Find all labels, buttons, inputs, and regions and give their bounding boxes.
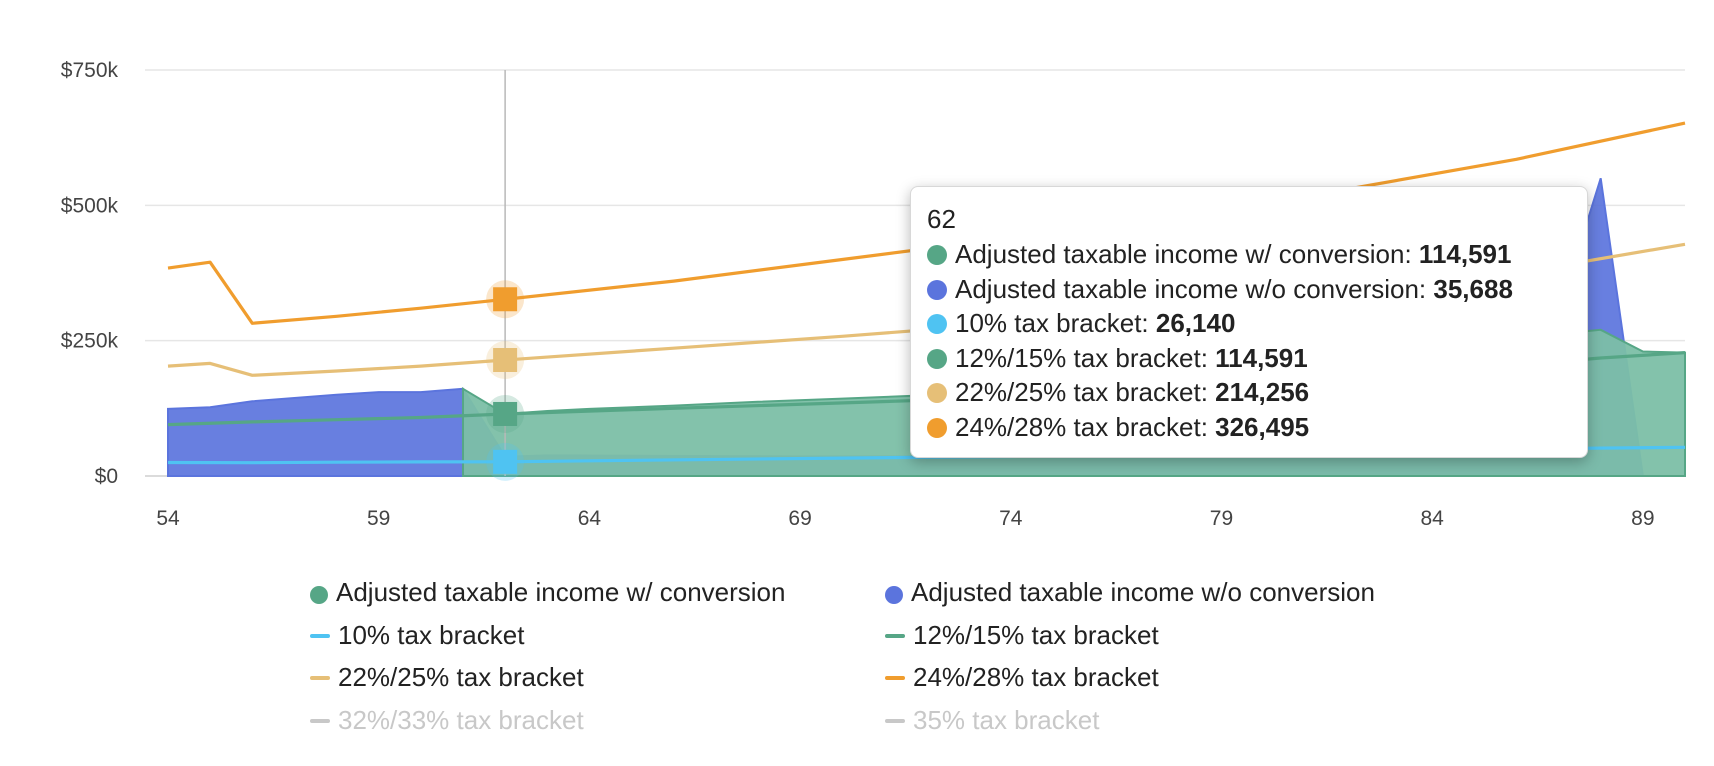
x-tick-label: 59 <box>367 507 390 530</box>
tooltip-row: Adjusted taxable income w/ conversion: 1… <box>927 237 1571 272</box>
tooltip-value: 114,591 <box>1215 342 1308 373</box>
tooltip-row: Adjusted taxable income w/o conversion: … <box>927 272 1571 307</box>
legend-dot-icon <box>885 586 903 604</box>
tooltip-title: 62 <box>927 204 956 234</box>
legend-label: 35% tax bracket <box>913 704 1100 735</box>
y-axis-ticks: $750k $500k $250k $0 <box>61 59 119 488</box>
marker-point <box>493 449 518 474</box>
tooltip-label: 10% tax bracket: <box>955 308 1156 338</box>
y-tick-label: $0 <box>95 465 118 488</box>
tooltip-label: 24%/28% tax bracket: <box>955 411 1216 442</box>
tooltip-label: Adjusted taxable income w/ conversion: <box>955 239 1419 269</box>
legend-item-12-15-tax-bracket[interactable]: 12%/15% tax bracket <box>885 615 1159 655</box>
legend: Adjusted taxable income w/ conversion Adj… <box>310 572 1460 744</box>
tooltip-value: 214,256 <box>1215 377 1310 407</box>
legend-label: 24%/28% tax bracket <box>913 662 1159 692</box>
tooltip-row: 10% tax bracket: 26,140 <box>927 306 1571 341</box>
tooltip: 62 Adjusted taxable income w/ conversion… <box>910 186 1588 458</box>
x-tick-label: 64 <box>578 507 602 530</box>
series-dot-icon <box>927 348 947 369</box>
marker-point <box>493 287 518 312</box>
series-dot-icon <box>927 279 947 300</box>
legend-line-icon <box>310 676 330 680</box>
hover-markers <box>486 280 525 481</box>
marker-point <box>493 401 518 426</box>
tooltip-value: 35,688 <box>1433 273 1513 304</box>
legend-item-10-tax-bracket[interactable]: 10% tax bracket <box>310 615 524 655</box>
legend-item-22-25-tax-bracket[interactable]: 22%/25% tax bracket <box>310 657 584 697</box>
tooltip-value: 326,495 <box>1215 411 1310 442</box>
legend-line-icon <box>885 718 905 723</box>
series-dot-icon <box>927 383 947 403</box>
legend-label: Adjusted taxable income w/o conversion <box>911 577 1375 607</box>
x-tick-label: 69 <box>788 507 811 530</box>
legend-line-icon <box>310 633 330 638</box>
legend-item-adjusted-taxable-income-w-o-conversion[interactable]: Adjusted taxable income w/o conversion <box>885 572 1375 612</box>
tooltip-row: 22%/25% tax bracket: 214,256 <box>927 375 1571 410</box>
x-tick-label: 74 <box>999 507 1023 530</box>
tooltip-label: 12%/15% tax bracket: <box>955 342 1216 373</box>
legend-line-icon <box>310 718 330 723</box>
y-tick-label: $500k <box>61 194 119 217</box>
tooltip-row: 12%/15% tax bracket: 114,591 <box>927 341 1571 376</box>
series-dot-icon <box>927 245 947 265</box>
legend-item-32-33-tax-bracket[interactable]: 32%/33% tax bracket <box>310 700 584 740</box>
x-tick-label: 84 <box>1420 507 1444 530</box>
y-tick-label: $750k <box>61 59 119 82</box>
legend-label: 10% tax bracket <box>338 619 525 650</box>
x-tick-label: 54 <box>156 507 180 530</box>
tooltip-rows: Adjusted taxable income w/ conversion: 1… <box>927 237 1571 444</box>
series-dot-icon <box>927 314 947 334</box>
marker-point <box>493 348 518 373</box>
legend-dot-icon <box>310 586 328 604</box>
legend-item-24-28-tax-bracket[interactable]: 24%/28% tax bracket <box>885 657 1159 697</box>
x-axis-ticks: 54 59 64 69 74 79 84 89 <box>156 507 1654 530</box>
tooltip-value: 26,140 <box>1155 308 1236 338</box>
legend-label: 12%/15% tax bracket <box>913 619 1159 650</box>
legend-label: 32%/33% tax bracket <box>338 704 584 735</box>
legend-label: 22%/25% tax bracket <box>338 662 584 692</box>
x-tick-label: 79 <box>1210 507 1233 530</box>
x-tick-label: 89 <box>1631 507 1654 530</box>
legend-item-35-tax-bracket[interactable]: 35% tax bracket <box>885 700 1099 740</box>
legend-label: Adjusted taxable income w/ conversion <box>336 577 786 607</box>
y-tick-label: $250k <box>61 330 119 353</box>
tooltip-row: 24%/28% tax bracket: 326,495 <box>927 410 1571 445</box>
tooltip-label: Adjusted taxable income w/o conversion: <box>955 273 1434 304</box>
series-dot-icon <box>927 417 947 438</box>
tooltip-label: 22%/25% tax bracket: <box>955 377 1216 407</box>
tooltip-value: 114,591 <box>1418 239 1512 269</box>
legend-line-icon <box>885 633 905 638</box>
legend-item-adjusted-taxable-income-w-conversion[interactable]: Adjusted taxable income w/ conversion <box>310 572 785 612</box>
legend-line-icon <box>885 676 905 680</box>
